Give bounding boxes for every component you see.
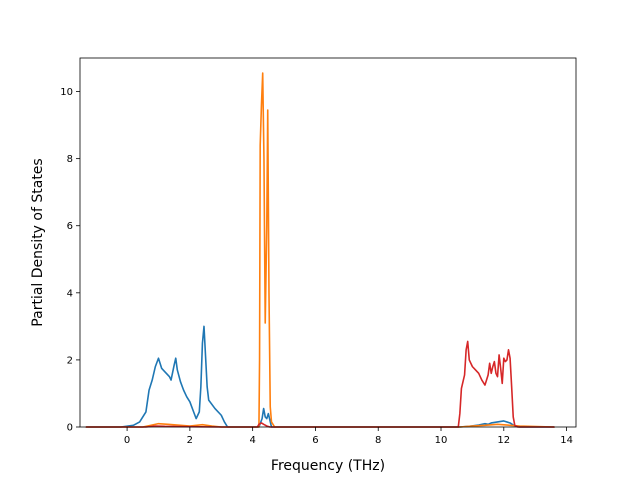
y-axis-label: Partial Density of States (30, 158, 46, 326)
y-tick-label: 10 (60, 87, 73, 98)
x-tick-label: 0 (124, 435, 130, 446)
y-axis-ticks: 0 2 4 6 8 10 (60, 87, 80, 434)
x-tick-label: 12 (497, 435, 510, 446)
y-tick-label: 6 (67, 221, 73, 232)
x-tick-label: 10 (435, 435, 448, 446)
x-axis-ticks: 0 2 4 6 8 10 12 14 (124, 427, 573, 446)
x-tick-label: 6 (312, 435, 318, 446)
y-tick-label: 4 (67, 288, 73, 299)
x-axis-label: Frequency (THz) (271, 458, 385, 474)
y-tick-label: 8 (67, 154, 73, 165)
y-tick-label: 0 (67, 423, 73, 434)
x-tick-label: 8 (375, 435, 381, 446)
y-tick-label: 2 (67, 355, 73, 366)
series-line-3 (85, 340, 555, 428)
x-tick-label: 14 (560, 435, 573, 446)
series-line-2 (85, 72, 555, 428)
series-line-1 (85, 325, 555, 428)
x-tick-label: 2 (187, 435, 193, 446)
axes-frame (79, 57, 577, 428)
x-tick-label: 4 (249, 435, 255, 446)
series-layer (85, 72, 555, 428)
